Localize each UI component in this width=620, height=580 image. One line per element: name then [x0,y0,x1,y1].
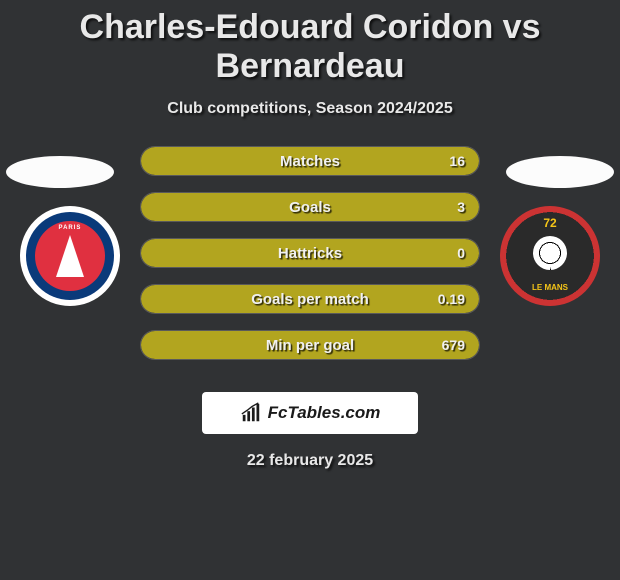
stat-bar-value: 679 [442,331,465,359]
stat-bar-label: Hattricks [141,239,479,267]
stat-bar-row: Matches16 [140,146,480,176]
club-badge-right: 72 LE MANS [500,206,600,306]
stat-bar-label: Matches [141,147,479,175]
stat-bar-row: Goals3 [140,192,480,222]
fctables-badge: FcTables.com [202,392,418,434]
page-title: Charles-Edouard Coridon vs Bernardeau [0,0,620,86]
stat-bar-value: 3 [457,193,465,221]
stat-bar-label: Goals [141,193,479,221]
stat-bar-value: 0.19 [438,285,465,313]
stat-bar-label: Min per goal [141,331,479,359]
player-left-oval [6,156,114,188]
page-subtitle: Club competitions, Season 2024/2025 [0,100,620,118]
stat-bar-row: Goals per match0.19 [140,284,480,314]
stat-bars: Matches16 Goals3 Hattricks0 Goals per match… [140,146,480,360]
club-badge-left: PARIS [20,206,120,306]
lemans-badge-icon: 72 LE MANS [500,206,600,306]
player-right-oval [506,156,614,188]
fctables-label: FcTables.com [268,403,381,423]
stat-bar-value: 0 [457,239,465,267]
stat-bar-row: Min per goal679 [140,330,480,360]
stat-bar-value: 16 [449,147,465,175]
psg-badge-icon: PARIS [20,206,120,306]
stat-bar-label: Goals per match [141,285,479,313]
comparison-date: 22 february 2025 [0,452,620,470]
stat-bar-row: Hattricks0 [140,238,480,268]
bar-chart-icon [240,402,262,424]
comparison-area: PARIS 72 LE MANS Matches16 Goals3 Hattrick… [0,146,620,386]
